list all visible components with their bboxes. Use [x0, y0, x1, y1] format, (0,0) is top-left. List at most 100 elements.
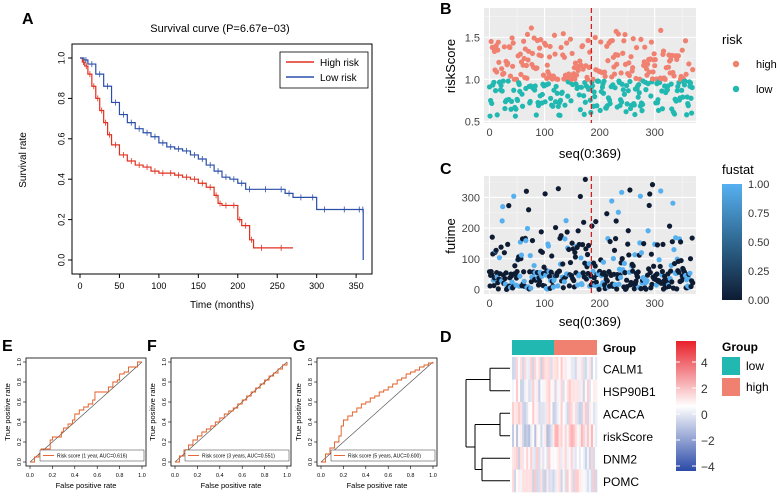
riskscore-point: [643, 87, 649, 93]
heatmap-cell: [524, 469, 527, 493]
riskscore-point: [688, 95, 694, 101]
heatmap-cell: [532, 402, 535, 425]
heatmap-cell: [580, 424, 584, 448]
futime-point: [578, 255, 584, 261]
heatmap-cell: [512, 447, 515, 470]
heatmap-cell: [582, 402, 586, 425]
riskscore-point: [679, 47, 685, 53]
heatmap-cell: [542, 447, 545, 470]
riskscore-point: [597, 107, 603, 114]
futime-point: [622, 270, 628, 276]
heatmap-cell: [580, 447, 584, 470]
fustat-colorbar: [722, 184, 742, 300]
riskscore-point: [507, 44, 513, 51]
riskscore-point: [627, 78, 633, 85]
riskscore-point: [498, 82, 504, 89]
heatmap-cell: [584, 379, 588, 403]
futime-point: [643, 286, 649, 292]
heatmap-cell: [566, 469, 569, 493]
roc-curve: [321, 362, 434, 463]
heatmap-cell: [528, 379, 531, 403]
heatmap-cell: [520, 379, 523, 403]
heatmap-cell: [570, 379, 574, 403]
heatmap-cell: [590, 424, 594, 448]
roc-xlabel: False positive rate: [201, 481, 262, 490]
heatmap-cell: [514, 469, 517, 493]
riskscore-point: [686, 61, 692, 67]
riskscore-point: [639, 101, 646, 108]
heatmap-cell: [548, 379, 551, 403]
futime-point: [512, 263, 518, 269]
riskscore-point: [527, 98, 533, 105]
heatmap-cell: [526, 402, 529, 425]
heatmap-colorbar-tick-label: 0: [701, 408, 708, 422]
heatmap-cell: [582, 424, 586, 448]
heatmap-cell: [578, 447, 582, 470]
futime-point: [566, 246, 572, 253]
riskscore-point: [581, 111, 587, 117]
futime-point: [524, 225, 531, 232]
heatmap-cell: [584, 447, 588, 470]
riskscore-point: [492, 88, 499, 94]
riskscore-xlabel: seq(0:369): [559, 146, 621, 161]
heatmap-cell: [538, 357, 541, 380]
riskscore-point: [542, 99, 548, 105]
riskscore-point: [518, 71, 524, 78]
riskscore-point: [619, 81, 625, 87]
roc-legend-box: [39, 449, 145, 462]
riskscore-point: [510, 40, 516, 46]
heatmap-cell: [526, 469, 529, 493]
heatmap-cell: [550, 357, 553, 380]
riskscore-point: [550, 103, 556, 109]
heatmap-cell: [512, 424, 515, 448]
roc-y-tick-label: 0.8: [17, 378, 23, 386]
survival-y-tick-label: 1.0: [56, 52, 66, 65]
heatmap-cell: [546, 424, 549, 448]
heatmap-cell: [522, 447, 525, 470]
heatmap-cell: [574, 424, 578, 448]
heatmap-cell: [532, 469, 535, 493]
riskscore-point: [512, 113, 518, 119]
heatmap-cell: [590, 357, 594, 380]
heatmap-cell: [542, 402, 545, 425]
heatmap-cell: [534, 379, 537, 403]
riskscore-point: [655, 97, 661, 103]
heatmap-cell: [572, 447, 576, 470]
heatmap-cell: [538, 469, 541, 493]
futime-point: [666, 223, 673, 229]
heatmap-cell: [560, 447, 563, 470]
roc-y-tick-label: 1.0: [17, 358, 23, 366]
futime-point: [586, 261, 592, 267]
survival-x-tick-label: 250: [270, 281, 285, 291]
riskscore-point: [687, 80, 694, 86]
futime-point: [511, 193, 517, 199]
futime-point: [610, 255, 617, 262]
riskscore-point: [529, 50, 536, 56]
risk-legend-high-dot: [732, 60, 740, 68]
heatmap-cell: [546, 402, 549, 425]
heatmap-cell: [586, 424, 590, 448]
heatmap-cell: [518, 469, 521, 493]
riskscore-point: [582, 99, 588, 105]
heatmap-cell: [540, 424, 543, 448]
riskscore-point: [585, 37, 591, 44]
group-legend-low-swatch: [722, 357, 740, 375]
futime-y-tick-label: 0: [474, 284, 480, 296]
heatmap-cell: [562, 424, 565, 448]
heatmap-cell: [522, 469, 525, 493]
heatmap-cell: [576, 447, 580, 470]
futime-point: [625, 228, 631, 234]
legend-high-risk-label: High risk: [320, 58, 360, 69]
futime-point: [638, 286, 644, 292]
heatmap-cell: [564, 379, 567, 403]
heatmap-cell: [532, 357, 535, 380]
futime-point: [671, 246, 677, 253]
riskscore-point: [509, 35, 515, 41]
heatmap-cell: [554, 357, 557, 380]
riskscore-point: [619, 99, 625, 105]
futime-point: [671, 260, 678, 267]
heatmap-cell: [568, 469, 571, 493]
heatmap-cell: [536, 424, 539, 448]
survival-xlabel: Time (months): [190, 300, 254, 311]
